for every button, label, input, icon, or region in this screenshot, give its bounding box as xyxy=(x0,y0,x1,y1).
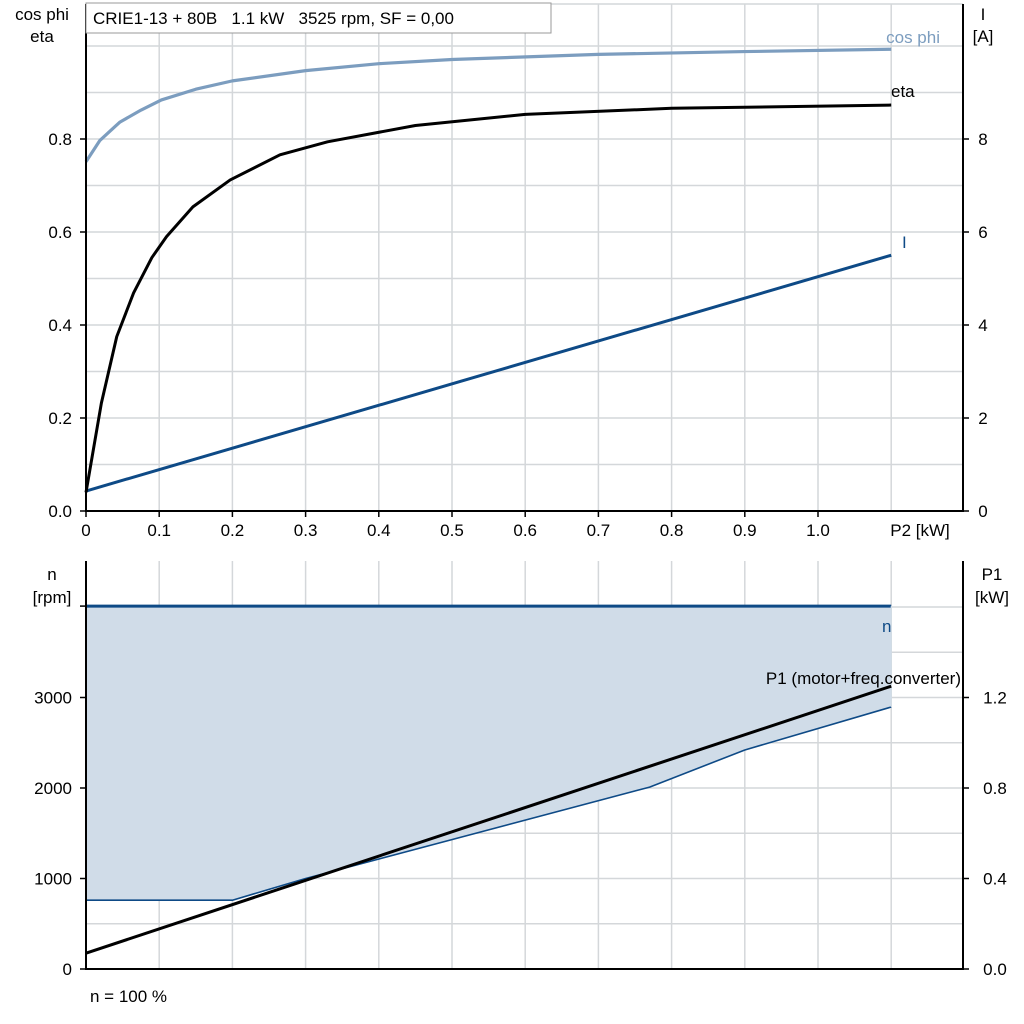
y-tick-label-left: 0.6 xyxy=(48,223,72,242)
eta-line xyxy=(84,103,892,493)
y-tick-label-left: 0.4 xyxy=(48,316,72,335)
chart-marks xyxy=(84,47,892,955)
p1-line xyxy=(85,684,892,955)
x-tick-label: 0.5 xyxy=(440,521,464,540)
x-tick-label: 0.6 xyxy=(513,521,537,540)
x-tick-label: 0.7 xyxy=(587,521,611,540)
x-tick-label: 0.2 xyxy=(221,521,245,540)
x-tick-label: 0.9 xyxy=(733,521,757,540)
chart-title: CRIE1-13 + 80B 1.1 kW 3525 rpm, SF = 0,0… xyxy=(93,9,454,28)
y-tick-label-right: 0.8 xyxy=(983,779,1007,798)
series-label-eta: eta xyxy=(891,82,915,101)
y-tick-label-left: 2000 xyxy=(34,779,72,798)
y-label-right-top-2: [A] xyxy=(973,27,994,46)
series-label-n: n xyxy=(882,617,891,636)
y-label-right-bottom-1: P1 xyxy=(982,565,1003,584)
y-tick-label-left: 0.0 xyxy=(48,502,72,521)
series-label-cos-phi: cos phi xyxy=(886,28,940,47)
axes xyxy=(85,4,964,970)
y-tick-label-right: 2 xyxy=(978,409,987,428)
top-grid xyxy=(86,3,963,511)
series-label-p1: P1 (motor+freq.converter) xyxy=(766,669,961,688)
y-label-left-top-2: eta xyxy=(30,27,54,46)
y-tick-label-left: 0 xyxy=(63,960,72,979)
y-tick-label-left: 3000 xyxy=(34,689,72,708)
x-axis-label: P2 [kW] xyxy=(890,521,950,540)
x-tick-label: 1.0 xyxy=(806,521,830,540)
series-label-i: I xyxy=(902,233,907,252)
y-tick-label-right: 4 xyxy=(978,316,987,335)
y-tick-label-left: 0.8 xyxy=(48,130,72,149)
x-tick-label: 0 xyxy=(81,521,90,540)
y-tick-label-right: 0.0 xyxy=(983,960,1007,979)
x-tick-label: 0.8 xyxy=(660,521,684,540)
y-label-right-top-1: I xyxy=(981,5,986,24)
y-tick-label-right: 0 xyxy=(978,502,987,521)
y-tick-label-left: 1000 xyxy=(34,870,72,889)
x-tick-label: 0.3 xyxy=(294,521,318,540)
footer-note: n = 100 % xyxy=(90,987,167,1006)
x-tick-label: 0.4 xyxy=(367,521,391,540)
current-line xyxy=(85,253,892,493)
y-label-right-bottom-2: [kW] xyxy=(975,588,1009,607)
y-label-left-bottom-1: n xyxy=(47,565,56,584)
speed-range-area xyxy=(86,606,892,901)
title-box xyxy=(85,2,552,34)
y-label-left-top-1: cos phi xyxy=(15,5,69,24)
y-tick-label-right: 8 xyxy=(978,130,987,149)
y-tick-label-right: 6 xyxy=(978,223,987,242)
y-tick-label-left: 0.2 xyxy=(48,409,72,428)
y-tick-label-right: 1.2 xyxy=(983,689,1007,708)
y-label-left-bottom-2: [rpm] xyxy=(33,588,72,607)
tick-labels: 0 0.1 0.2 0.3 0.4 0.5 0.6 0.7 0.8 0.9 1.0 0.0 0.2 0.4… xyxy=(34,130,1007,979)
x-tick-label: 0.1 xyxy=(147,521,171,540)
cos-phi-line xyxy=(84,47,892,163)
y-tick-label-right: 0.4 xyxy=(983,870,1007,889)
n-min-line xyxy=(86,706,892,902)
